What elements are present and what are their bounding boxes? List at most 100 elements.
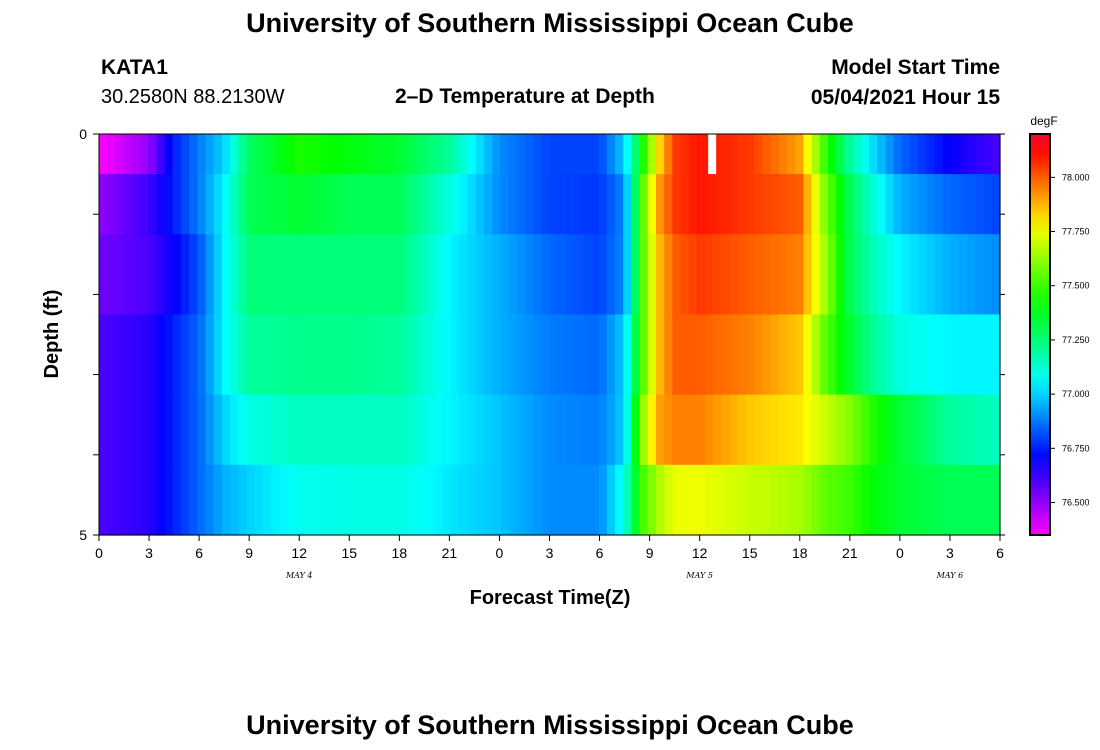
heatmap-cell (483, 234, 493, 316)
heatmap-cell (590, 234, 600, 316)
heatmap-cell (443, 134, 452, 175)
heatmap-cell (811, 464, 821, 536)
heatmap-cell (492, 314, 501, 396)
heatmap-cell (254, 394, 264, 466)
heatmap-cell (967, 134, 977, 175)
heatmap-cell (287, 174, 297, 235)
heatmap-cell (926, 174, 936, 235)
heatmap-cell (426, 234, 436, 316)
heatmap-cell (729, 174, 739, 235)
heatmap-cell (606, 394, 616, 466)
heatmap-cell (696, 314, 706, 396)
heatmap-cell (344, 394, 354, 466)
heatmap-cell (115, 134, 125, 175)
colorbar-tick-label: 77.250 (1062, 335, 1090, 345)
heatmap-cell (877, 174, 886, 235)
heatmap-cell (361, 464, 370, 536)
heatmap-cell (107, 464, 116, 536)
heatmap-cell (189, 134, 198, 175)
heatmap-cell (287, 234, 297, 316)
heatmap-cell (688, 314, 698, 396)
heatmap-cell (983, 134, 993, 175)
heatmap-cell (680, 314, 690, 396)
heatmap-cell (959, 234, 968, 316)
heatmap-cell (811, 234, 821, 316)
heatmap-cell (623, 234, 633, 316)
heatmap-cell (271, 174, 280, 235)
heatmap-cell (836, 464, 845, 536)
heatmap-cell (688, 394, 698, 466)
heatmap-cell (991, 134, 1001, 175)
heatmap-cell (754, 234, 764, 316)
heatmap-cell (156, 134, 166, 175)
heatmap-cell (131, 314, 141, 396)
heatmap-cell (868, 134, 878, 175)
heatmap-cell (639, 234, 649, 316)
heatmap-cell (320, 314, 329, 396)
heatmap-cell (303, 394, 313, 466)
heatmap-cell (655, 464, 665, 536)
heatmap-cell (664, 394, 673, 466)
heatmap-cell (516, 464, 526, 536)
heatmap-cell (959, 134, 968, 175)
heatmap-cell (754, 394, 764, 466)
heatmap-cell (426, 174, 436, 235)
heatmap-cell (696, 464, 706, 536)
heatmap-cell (877, 314, 886, 396)
heatmap-cell (303, 314, 313, 396)
heatmap-cell (942, 174, 952, 235)
heatmap-cell (615, 394, 624, 466)
heatmap-cell (991, 234, 1001, 316)
heatmap-cell (180, 174, 190, 235)
heatmap-cell (361, 234, 370, 316)
heatmap-cell (639, 134, 649, 175)
heatmap-cell (868, 234, 878, 316)
heatmap-cell (230, 464, 239, 536)
heatmap-cell (352, 314, 362, 396)
colorbar-tick-label: 76.750 (1062, 443, 1090, 453)
heatmap-cell (836, 174, 845, 235)
heatmap-cell (279, 314, 288, 396)
heatmap-cell (205, 314, 215, 396)
heatmap-cell (852, 174, 862, 235)
heatmap-cell (672, 234, 682, 316)
heatmap-cell (746, 134, 755, 175)
heatmap-cell (344, 464, 354, 536)
heatmap-cell (303, 134, 313, 175)
heatmap-cell (770, 464, 780, 536)
heatmap-cell (647, 314, 657, 396)
heatmap-cell (746, 234, 755, 316)
heatmap-cell (328, 174, 338, 235)
heatmap-cell (606, 134, 616, 175)
heatmap-cell (500, 394, 510, 466)
heatmap-cell (713, 134, 723, 175)
heatmap-cell (475, 314, 485, 396)
heatmap-cell (934, 174, 944, 235)
heatmap-cell (524, 174, 534, 235)
heatmap-cell (721, 234, 731, 316)
heatmap-cell (377, 174, 387, 235)
heatmap-cell (655, 174, 665, 235)
heatmap-cell (328, 234, 338, 316)
heatmap-cell (746, 464, 755, 536)
heatmap-cell (737, 464, 747, 536)
heatmap-cell (877, 394, 886, 466)
heatmap-cell (238, 174, 248, 235)
heatmap-cell (230, 174, 239, 235)
heatmap-cell (590, 174, 600, 235)
plot-title: 2–D Temperature at Depth (395, 85, 655, 108)
heatmap-cell (524, 464, 534, 536)
heatmap-cell (967, 314, 977, 396)
heatmap-cell (713, 464, 723, 536)
heatmap-cell (328, 134, 338, 175)
heatmap-cell (221, 464, 231, 536)
heatmap-cell (500, 134, 510, 175)
heatmap-cell (180, 464, 190, 536)
heatmap-cell (803, 234, 813, 316)
heatmap-cell (672, 394, 682, 466)
heatmap-cell (819, 314, 829, 396)
heatmap-cell (131, 464, 141, 536)
heatmap-cell (819, 234, 829, 316)
heatmap-cell (950, 394, 960, 466)
x-tick-label: 12 (291, 545, 307, 561)
